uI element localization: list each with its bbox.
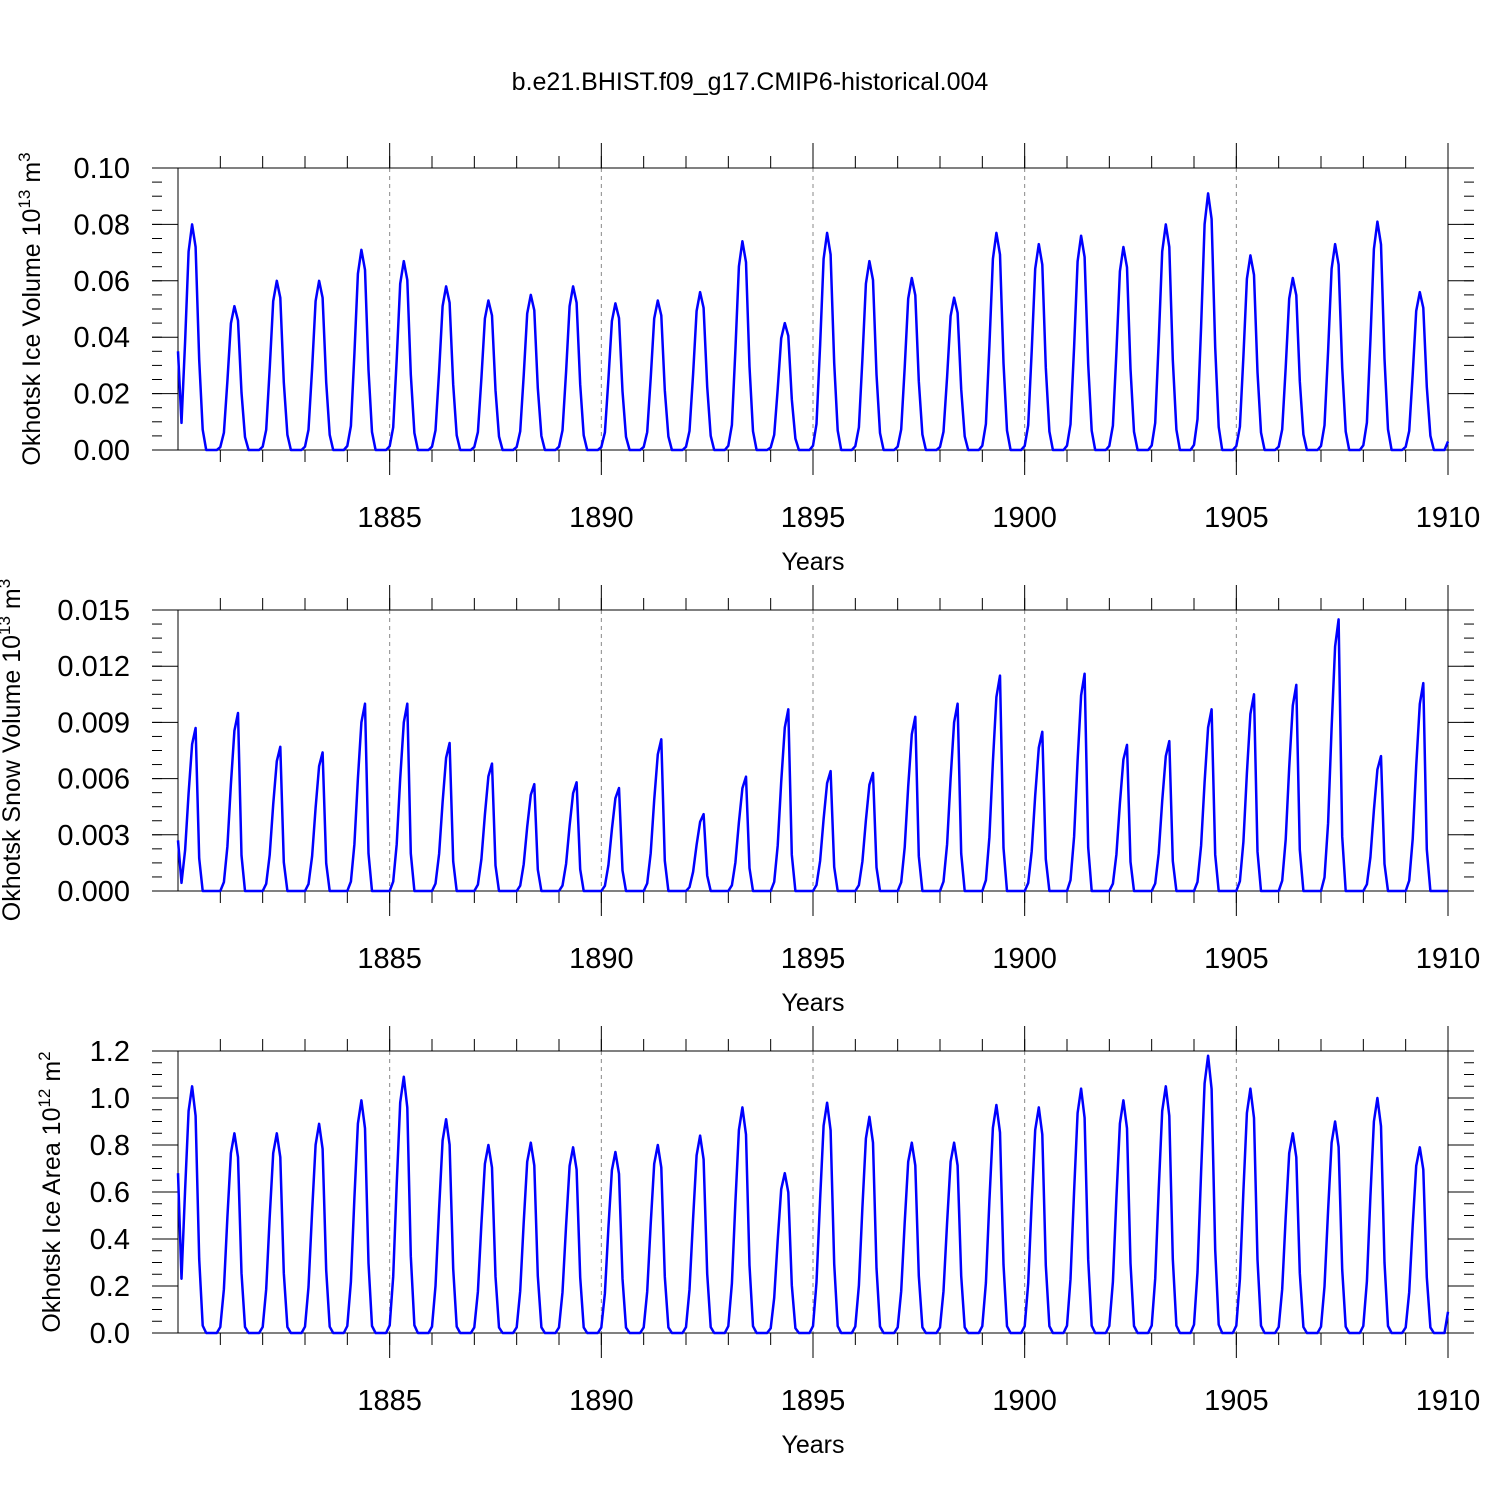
figure-title: b.e21.BHIST.f09_g17.CMIP6-historical.004 bbox=[512, 68, 989, 96]
y-tick-label: 0.00 bbox=[74, 435, 130, 467]
y-axis-title: Okhotsk Ice Volume 1013 m3 bbox=[15, 152, 46, 465]
y-tick-label: 0.012 bbox=[57, 651, 130, 683]
y-axis-title-unit: m bbox=[38, 1061, 66, 1089]
y-tick-label: 0.009 bbox=[57, 707, 130, 739]
x-tick-label: 1890 bbox=[569, 502, 634, 534]
x-tick-label: 1900 bbox=[992, 943, 1057, 975]
y-tick-label: 0.04 bbox=[74, 322, 130, 354]
series-line-snow_volume bbox=[176, 618, 1448, 893]
y-tick-label: 0.10 bbox=[74, 153, 130, 185]
y-tick-label: 0.6 bbox=[90, 1177, 130, 1209]
x-tick-label: 1890 bbox=[569, 943, 634, 975]
x-tick-label: 1885 bbox=[357, 502, 422, 534]
y-tick-label: 0.8 bbox=[90, 1130, 130, 1162]
y-tick-label: 0.003 bbox=[57, 820, 130, 852]
y-axis-title-text: Okhotsk Snow Volume 10 bbox=[0, 635, 26, 921]
x-tick-label: 1910 bbox=[1416, 943, 1481, 975]
y-axis-title-exponent: 13 bbox=[0, 616, 14, 635]
y-tick-label: 0.08 bbox=[74, 209, 130, 241]
y-axis-title-unit-power: 3 bbox=[15, 152, 34, 161]
x-axis-title: Years bbox=[781, 1431, 844, 1459]
panel-ice-volume: 0.00 0.02 0.04 0.06 0.08 0.10 1885 1890 1895 1900… bbox=[15, 143, 1480, 576]
x-tick-label: 1905 bbox=[1204, 1385, 1269, 1417]
x-tick-label: 1900 bbox=[992, 1385, 1057, 1417]
x-axis-title: Years bbox=[781, 548, 844, 576]
y-axis-title-exponent: 12 bbox=[35, 1089, 54, 1108]
y-tick-label: 0.000 bbox=[57, 876, 130, 908]
y-axis-title-text: Okhotsk Ice Area 10 bbox=[38, 1108, 66, 1333]
y-tick-label: 1.0 bbox=[90, 1083, 130, 1115]
y-tick-label: 0.06 bbox=[74, 266, 130, 298]
y-tick-label: 0.015 bbox=[57, 595, 130, 627]
x-tick-label: 1885 bbox=[357, 1385, 422, 1417]
x-tick-label: 1895 bbox=[781, 943, 846, 975]
y-axis-title-unit-power: 2 bbox=[35, 1051, 54, 1060]
x-tick-label: 1905 bbox=[1204, 943, 1269, 975]
y-tick-label: 0.0 bbox=[90, 1318, 130, 1350]
y-tick-label: 1.2 bbox=[90, 1036, 130, 1068]
x-tick-label: 1890 bbox=[569, 1385, 634, 1417]
y-axis-title-text: Okhotsk Ice Volume 10 bbox=[18, 209, 46, 466]
y-axis-title-exponent: 13 bbox=[15, 190, 34, 209]
y-axis-title: Okhotsk Ice Area 1012 m2 bbox=[35, 1051, 66, 1332]
series-line-ice_volume bbox=[176, 192, 1450, 452]
y-axis-title-unit-power: 3 bbox=[0, 579, 14, 588]
y-axis-title-unit: m bbox=[0, 588, 26, 616]
panel-ice-area: 0.0 0.2 0.4 0.6 0.8 1.0 1.2 1885 1890 1895 1900 190… bbox=[35, 1026, 1480, 1459]
x-tick-label: 1910 bbox=[1416, 1385, 1481, 1417]
x-tick-label: 1885 bbox=[357, 943, 422, 975]
x-axis-title: Years bbox=[781, 989, 844, 1017]
x-tick-label: 1895 bbox=[781, 502, 846, 534]
x-tick-label: 1895 bbox=[781, 1385, 846, 1417]
y-axis-title: Okhotsk Snow Volume 1013 m3 bbox=[0, 579, 26, 921]
x-tick-label: 1900 bbox=[992, 502, 1057, 534]
y-axis-title-unit: m bbox=[18, 162, 46, 190]
y-tick-label: 0.006 bbox=[57, 764, 130, 796]
y-tick-label: 0.02 bbox=[74, 379, 130, 411]
x-tick-label: 1910 bbox=[1416, 502, 1481, 534]
x-tick-label: 1905 bbox=[1204, 502, 1269, 534]
y-tick-label: 0.2 bbox=[90, 1271, 130, 1303]
panel-snow-volume: 0.000 0.003 0.006 0.009 0.012 0.015 1885 1890 18… bbox=[0, 579, 1480, 1017]
y-tick-label: 0.4 bbox=[90, 1224, 130, 1256]
series-line-ice_area bbox=[176, 1054, 1450, 1335]
